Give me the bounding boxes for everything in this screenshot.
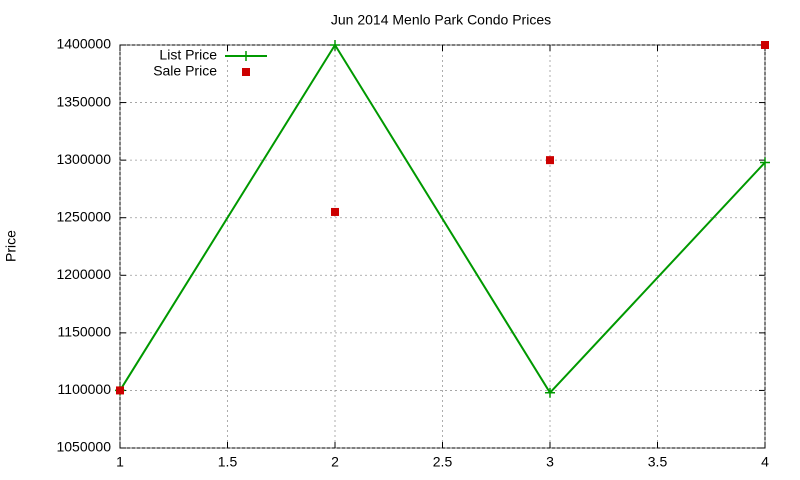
legend-marker — [242, 68, 250, 76]
y-tick-label: 1050000 — [56, 439, 111, 455]
y-tick-label: 1150000 — [58, 324, 112, 340]
legend-label: List Price — [159, 47, 217, 63]
point — [330, 40, 340, 50]
x-tick-label: 1 — [116, 454, 124, 470]
point — [545, 387, 555, 398]
x-tick-label: 2 — [331, 454, 339, 470]
chart-title: Jun 2014 Menlo Park Condo Prices — [331, 12, 551, 28]
legend-label: Sale Price — [153, 63, 217, 79]
legend-marker — [241, 51, 251, 61]
x-tick-label: 3.5 — [648, 454, 668, 470]
point — [546, 156, 554, 165]
point — [761, 41, 769, 49]
point — [116, 386, 124, 395]
point — [331, 207, 339, 216]
series-line — [119, 43, 766, 395]
y-tick-label: 1400000 — [56, 36, 111, 52]
y-axis-label: Price — [3, 230, 19, 262]
y-tick-label: 1200000 — [56, 266, 111, 282]
y-tick-label: 1350000 — [56, 93, 111, 109]
x-tick-label: 2.5 — [433, 454, 453, 470]
x-tick-label: 1.5 — [218, 454, 238, 470]
x-tick-label: 3 — [546, 454, 554, 470]
x-tick-label: 4 — [761, 454, 769, 470]
y-tick-label: 1250000 — [56, 208, 111, 224]
y-tick-label: 1100000 — [58, 381, 112, 397]
point — [760, 157, 770, 168]
y-tick-label: 1300000 — [56, 151, 111, 167]
